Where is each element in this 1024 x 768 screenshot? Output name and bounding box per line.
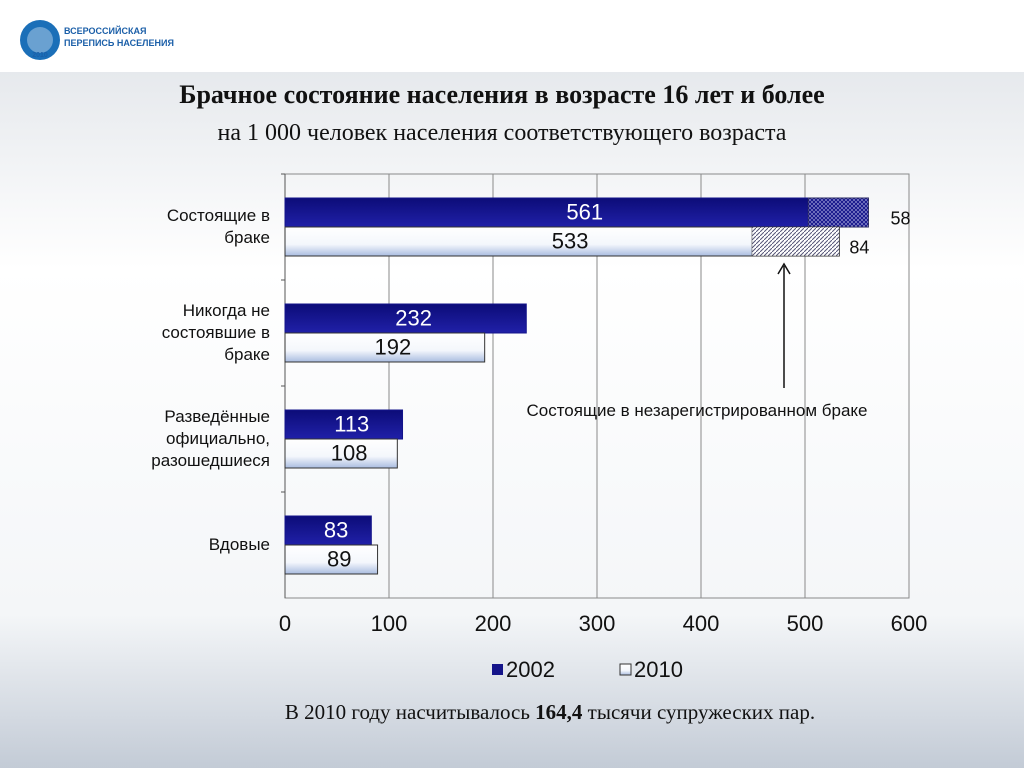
data-label: 58 [890, 209, 910, 229]
bar [284, 409, 404, 440]
x-tick-label: 300 [579, 611, 616, 636]
unregistered-segment [751, 226, 840, 257]
x-tick-label: 100 [371, 611, 408, 636]
data-label: 113 [334, 412, 369, 437]
x-tick-label: 600 [891, 611, 928, 636]
data-label: 108 [331, 441, 368, 466]
annotation-arrowhead [777, 262, 791, 275]
data-label: 192 [374, 335, 411, 360]
data-label: 84 [849, 238, 869, 258]
legend-swatch [619, 663, 632, 676]
annotation: Состоящие в незарегистрированном браке [526, 401, 867, 420]
data-label: 533 [552, 229, 589, 254]
x-tick-label: 0 [279, 611, 291, 636]
header-band [0, 0, 1024, 72]
bar [284, 226, 840, 257]
y-tick-label: Никогда не состоявшие в браке [161, 301, 270, 364]
legend-swatch [492, 664, 503, 675]
y-tick-label: Вдовые [208, 535, 270, 554]
footer-bold: 164,4 [535, 700, 583, 724]
bar [284, 332, 486, 363]
bar [284, 544, 379, 575]
data-label: 89 [327, 547, 351, 572]
bar [284, 303, 527, 334]
data-label: 232 [395, 306, 432, 331]
y-tick-label: Разведённые официально, разошедшиеся [151, 407, 270, 470]
x-tick-label: 400 [683, 611, 720, 636]
data-label: 83 [324, 518, 348, 543]
legend-label: 2010 [634, 657, 683, 682]
chart-title: Брачное состояние населения в возрасте 1… [179, 80, 824, 109]
logo-text: ВСЕРОССИЙСКАЯ [64, 25, 146, 36]
chart-subtitle: на 1 000 человек населения соответствующ… [218, 120, 787, 146]
bar [284, 438, 398, 469]
y-tick-label: Состоящие в браке [166, 206, 270, 247]
x-tick-label: 200 [475, 611, 512, 636]
x-tick-label: 500 [787, 611, 824, 636]
logo-year: 2010 [32, 52, 48, 59]
logo-text: ПЕРЕПИСЬ НАСЕЛЕНИЯ [64, 38, 174, 48]
footer-note: В 2010 году насчитывалось 164,4 тысячи с… [285, 700, 815, 724]
footer-text: тысячи супружеских пар. [582, 700, 815, 724]
unregistered-segment [807, 197, 869, 228]
bar [284, 197, 869, 228]
logo-icon [20, 20, 60, 60]
footer-text: В 2010 году насчитывалось [285, 700, 535, 724]
logo-icon-inner [27, 27, 53, 53]
data-label: 561 [566, 200, 603, 225]
legend-label: 2002 [506, 657, 555, 682]
